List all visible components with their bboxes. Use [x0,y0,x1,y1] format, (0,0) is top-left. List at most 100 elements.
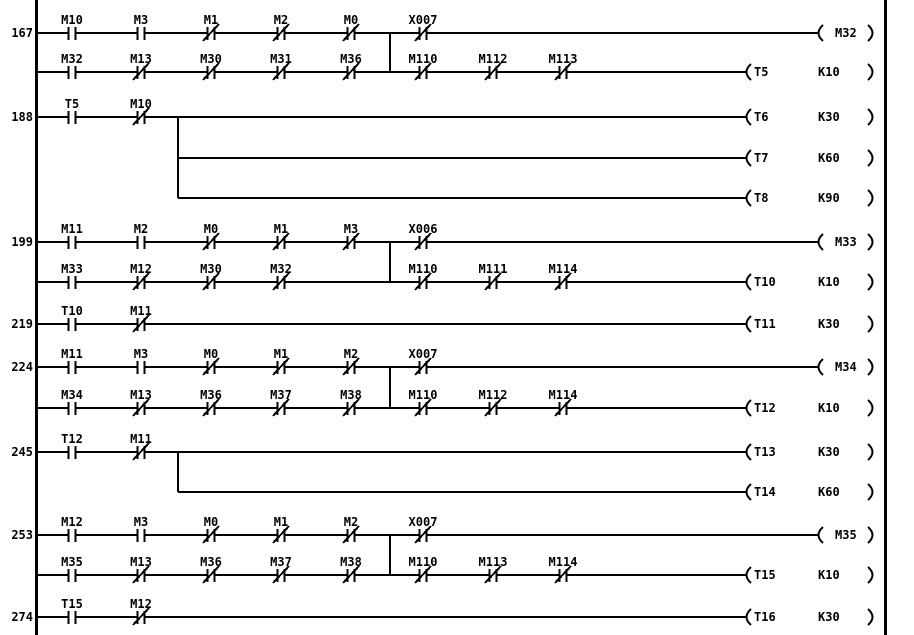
contact-nc-M113[interactable]: M113 [549,52,578,81]
contact-no-T10[interactable]: T10 [61,304,83,331]
contact-no-M3[interactable]: M3 [134,347,148,374]
contact-nc-M13[interactable]: M13 [130,52,152,81]
coil-T11[interactable]: T11 K30 [745,315,874,333]
coil-close-paren-icon [867,63,874,81]
coil-M33[interactable]: M33 [817,233,874,251]
contact-nc-X006[interactable]: X006 [409,222,438,251]
coil-T15[interactable]: T15 K10 [745,566,874,584]
contact-nc-M32[interactable]: M32 [270,262,292,291]
contact-no-M3[interactable]: M3 [134,515,148,542]
nc-slash-icon [554,565,572,584]
contact-no-M12[interactable]: M12 [61,515,83,542]
coil-open-paren-icon [817,526,824,544]
contact-nc-X007[interactable]: X007 [409,13,438,42]
contact-nc-M110[interactable]: M110 [409,52,438,81]
contact-nc-M12[interactable]: M12 [130,262,152,291]
contact-pole [213,236,216,249]
contact-nc-M13[interactable]: M13 [130,555,152,584]
contact-no-T12[interactable]: T12 [61,432,83,459]
contact-nc-M38[interactable]: M38 [340,388,362,417]
coil-T10[interactable]: T10 K10 [745,273,874,291]
contact-nc-M11[interactable]: M11 [130,432,152,461]
coil-open-paren-icon [817,24,824,42]
contact-nc-M36[interactable]: M36 [200,388,222,417]
coil-M32[interactable]: M32 [817,24,874,42]
coil-T8[interactable]: T8 K90 [745,189,874,207]
contact-nc-M113[interactable]: M113 [479,555,508,584]
contact-nc-M0[interactable]: M0 [202,222,220,251]
contact-nc-M114[interactable]: M114 [549,555,578,584]
contact-label: M2 [134,222,148,236]
coil-T14[interactable]: T14 K60 [745,483,874,501]
contact-pole [74,236,77,249]
contact-nc-M111[interactable]: M111 [479,262,508,291]
nc-slash-icon [272,398,290,417]
contact-no-M35[interactable]: M35 [61,555,83,582]
contact-label: M32 [270,262,292,276]
contact-nc-M0[interactable]: M0 [202,515,220,544]
contact-nc-M11[interactable]: M11 [130,304,152,333]
contact-nc-M13[interactable]: M13 [130,388,152,417]
coil-T12[interactable]: T12 K10 [745,399,874,417]
contact-nc-M3[interactable]: M3 [342,222,360,251]
contact-nc-X007[interactable]: X007 [409,515,438,544]
coil-M35[interactable]: M35 [817,526,874,544]
contact-nc-M1[interactable]: M1 [202,13,220,42]
contact-nc-M2[interactable]: M2 [342,347,360,376]
contact-nc-M38[interactable]: M38 [340,555,362,584]
contact-pole [74,529,77,542]
contact-no-M32[interactable]: M32 [61,52,83,79]
contact-no-M2[interactable]: M2 [134,222,148,249]
contact-nc-M31[interactable]: M31 [270,52,292,81]
contact-nc-M110[interactable]: M110 [409,388,438,417]
contact-nc-M112[interactable]: M112 [479,388,508,417]
nc-slash-icon [202,525,220,544]
contact-nc-M36[interactable]: M36 [340,52,362,81]
contact-no-T15[interactable]: T15 [61,597,83,624]
contact-nc-M0[interactable]: M0 [202,347,220,376]
contact-label: T15 [61,597,83,611]
contact-nc-M1[interactable]: M1 [272,515,290,544]
coil-M34[interactable]: M34 [817,358,874,376]
contact-nc-M114[interactable]: M114 [549,262,578,291]
contact-nc-M114[interactable]: M114 [549,388,578,417]
contact-nc-M110[interactable]: M110 [409,555,438,584]
contact-nc-M30[interactable]: M30 [200,262,222,291]
coil-T13[interactable]: T13 K30 [745,443,874,461]
coil-T6[interactable]: T6 K30 [745,108,874,126]
contact-no-M33[interactable]: M33 [61,262,83,289]
contact-nc-M36[interactable]: M36 [200,555,222,584]
contact-nc-M1[interactable]: M1 [272,347,290,376]
contact-nc-M37[interactable]: M37 [270,388,292,417]
coil-T16[interactable]: T16 K30 [745,608,874,626]
contact-label: M114 [549,262,578,276]
contact-no-M11[interactable]: M11 [61,347,83,374]
contact-no-T5[interactable]: T5 [65,97,79,124]
contact-label: M30 [200,262,222,276]
contact-nc-M2[interactable]: M2 [272,13,290,42]
rung-number: 253 [11,528,33,542]
contact-pole [283,569,286,582]
contact-nc-M1[interactable]: M1 [272,222,290,251]
contact-nc-M112[interactable]: M112 [479,52,508,81]
contact-no-M11[interactable]: M11 [61,222,83,249]
contact-no-M3[interactable]: M3 [134,13,148,40]
contact-nc-M30[interactable]: M30 [200,52,222,81]
contact-no-M10[interactable]: M10 [61,13,83,40]
contact-label: M34 [61,388,83,402]
nc-slash-icon [132,398,150,417]
contact-no-M34[interactable]: M34 [61,388,83,415]
contact-nc-M0[interactable]: M0 [342,13,360,42]
contact-nc-M12[interactable]: M12 [130,597,152,626]
contact-nc-M2[interactable]: M2 [342,515,360,544]
nc-slash-icon [484,398,502,417]
coil-k-value: K10 [818,568,840,582]
contact-nc-M37[interactable]: M37 [270,555,292,584]
nc-slash-icon [132,565,150,584]
contact-nc-M110[interactable]: M110 [409,262,438,291]
contact-nc-M10[interactable]: M10 [130,97,152,126]
contact-nc-X007[interactable]: X007 [409,347,438,376]
coil-T7[interactable]: T7 K60 [745,149,874,167]
coil-T5[interactable]: T5 K10 [745,63,874,81]
